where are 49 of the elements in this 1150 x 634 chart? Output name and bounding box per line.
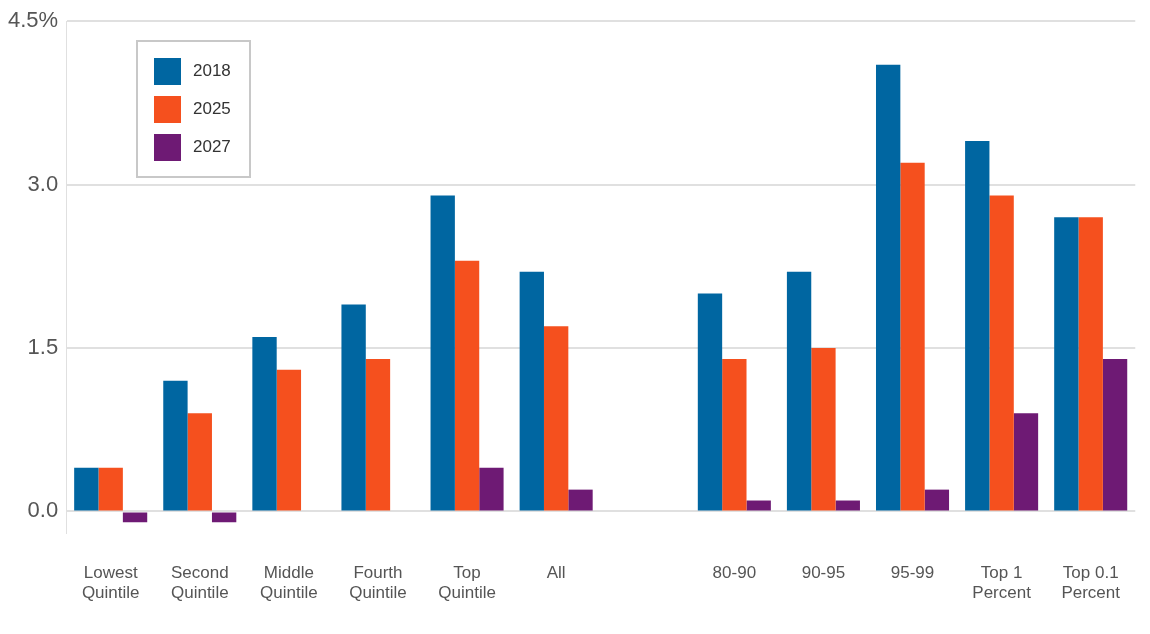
bar (454, 260, 480, 511)
bar (1078, 217, 1103, 511)
x-tick-label: Second Quintile (170, 563, 229, 603)
y-tick-label: 4.5% (7, 7, 59, 33)
bar (1013, 413, 1039, 511)
y-tick-label: 0.0 (27, 497, 59, 523)
legend-label: 2018 (193, 61, 231, 81)
bar (276, 369, 302, 511)
bar (875, 64, 901, 511)
x-tick-label: Lowest Quintile (81, 563, 140, 603)
bar (1054, 217, 1079, 511)
bar (568, 489, 593, 511)
bar (430, 195, 455, 511)
x-tick-label: Top 0.1 Percent (1061, 563, 1121, 603)
bar (74, 467, 99, 511)
legend-label: 2025 (193, 99, 231, 119)
bar (835, 500, 860, 511)
x-tick-label: 80-90 (712, 563, 757, 583)
y-tick-label: 1.5 (27, 334, 59, 360)
x-tick-label: 90-95 (801, 563, 846, 583)
bar (697, 293, 723, 511)
bar (519, 271, 544, 511)
legend-label: 2027 (193, 137, 231, 157)
bar (811, 348, 836, 511)
bar (187, 413, 212, 511)
x-tick-label: Middle Quintile (260, 563, 318, 603)
bar (924, 489, 950, 511)
bar (211, 512, 237, 523)
bar (479, 467, 504, 511)
x-tick-label: All (546, 563, 566, 583)
x-tick-label: Top 1 Percent (972, 563, 1032, 603)
bar (965, 141, 990, 511)
bar (746, 500, 771, 511)
bar (1102, 358, 1128, 511)
bar (786, 271, 812, 511)
bar (252, 337, 277, 511)
bar (163, 380, 188, 511)
bar (989, 195, 1014, 511)
x-tick-label: Top Quintile (438, 563, 496, 603)
y-tick-label: 3.0 (27, 170, 59, 196)
x-tick-label: Fourth Quintile (349, 563, 407, 603)
bar (122, 512, 148, 523)
bar (365, 358, 391, 511)
bar (543, 326, 569, 511)
bar (98, 467, 123, 511)
bar (900, 162, 925, 511)
x-tick-label: 95-99 (890, 563, 935, 583)
bar (341, 304, 366, 511)
bar (722, 358, 747, 511)
